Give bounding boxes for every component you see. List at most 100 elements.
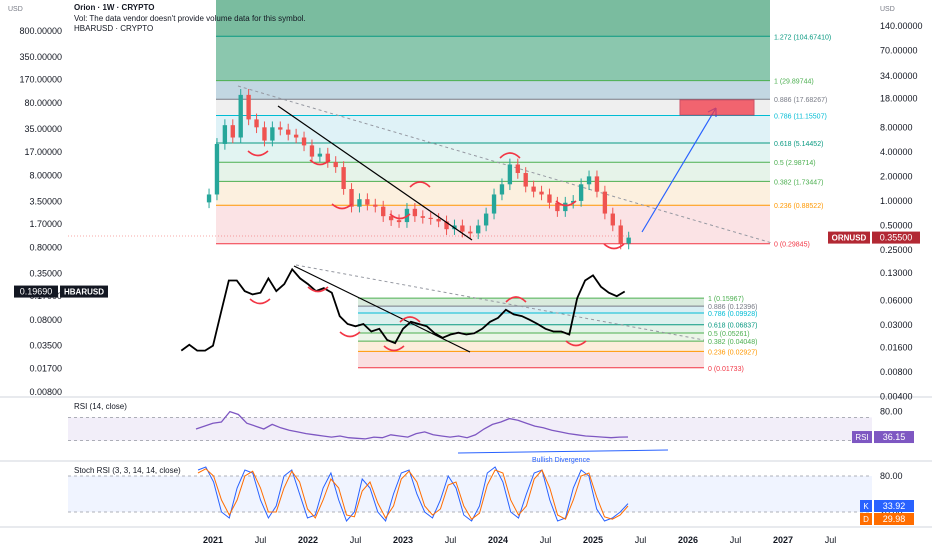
candle	[206, 194, 212, 203]
trendline-orn	[277, 105, 473, 241]
fib-zone	[216, 181, 770, 206]
swing-arc	[249, 298, 271, 305]
candle	[602, 191, 608, 214]
rsi-axis-tick: 80.00	[880, 407, 903, 417]
stoch-title: Stoch RSI (3, 3, 14, 14, close)	[74, 466, 181, 475]
candle	[278, 127, 283, 130]
x-axis-tick: 2024	[488, 535, 508, 545]
left-axis-tick: 8.00000	[29, 170, 62, 180]
fib-level-label: 0.618 (0.06837)	[708, 323, 757, 330]
swing-arc	[555, 200, 577, 207]
candle	[388, 216, 394, 221]
x-axis-tick: 2022	[298, 535, 318, 545]
hbar-name-badge	[60, 285, 108, 298]
x-axis-tick: Jul	[730, 535, 742, 545]
candle	[238, 94, 243, 138]
swing-arc	[603, 243, 625, 250]
rsi-name-badge	[852, 431, 872, 444]
stoch-name-label: D	[863, 515, 869, 524]
candle	[618, 225, 623, 244]
fib-level-label: 0.618 (5.14452)	[774, 141, 823, 148]
candle	[373, 204, 378, 207]
hbar-series-line	[180, 267, 626, 352]
candle	[341, 167, 346, 190]
candle	[531, 186, 536, 192]
candle	[325, 153, 330, 163]
candle	[444, 221, 449, 230]
x-axis-tick: 2021	[203, 535, 223, 545]
orn-price-badge	[872, 231, 920, 244]
swing-arc	[389, 213, 411, 220]
swing-arc	[505, 296, 527, 303]
fib-zone-above-1272	[216, 0, 770, 37]
right-axis-tick: 8.00000	[880, 122, 913, 132]
fib-zone	[358, 324, 704, 333]
rsi-title: RSI (14, close)	[74, 402, 127, 411]
left-axis-tick: 17.00000	[24, 147, 62, 157]
fib-zone	[216, 99, 770, 116]
candle	[563, 202, 568, 212]
right-axis-tick: 0.13000	[880, 268, 913, 278]
x-axis-tick: 2026	[678, 535, 698, 545]
candle	[515, 164, 520, 174]
swing-arc	[383, 345, 405, 352]
fib-zone	[216, 115, 770, 143]
candle	[214, 143, 220, 195]
candle	[594, 176, 600, 192]
hbar-price-label: 0.19690	[20, 287, 53, 297]
candle	[309, 145, 315, 157]
orn-name-badge	[828, 231, 870, 244]
x-axis-tick: Jul	[445, 535, 457, 545]
left-axis-tick: 0.80000	[29, 243, 62, 253]
stoch-value-badge	[874, 500, 914, 512]
candle	[547, 194, 552, 203]
fib-zone	[358, 298, 704, 307]
x-axis-tick: Jul	[825, 535, 837, 545]
x-axis-tick: 2023	[393, 535, 413, 545]
swing-arc	[565, 340, 587, 347]
left-axis-tick: 0.08000	[29, 315, 62, 325]
fib-zone	[358, 313, 704, 325]
stoch-value-label: 33.92	[883, 501, 906, 511]
fib-zone	[216, 80, 770, 100]
right-axis-tick: 70.00000	[880, 46, 918, 56]
fib-level-label: 0 (0.29845)	[774, 242, 810, 249]
candle	[357, 199, 362, 207]
fib-zone	[216, 162, 770, 182]
fib-zone	[358, 351, 704, 368]
swing-arc	[247, 150, 269, 157]
swing-arc	[339, 331, 361, 338]
left-axis-tick: 170.00000	[19, 75, 62, 85]
candle	[333, 162, 338, 168]
candle	[483, 213, 489, 226]
x-axis-tick: Jul	[635, 535, 647, 545]
left-axis-tick: 3.50000	[29, 196, 62, 206]
fib-level-label: 0.5 (2.98714)	[774, 160, 816, 167]
candle	[610, 213, 615, 226]
swing-arc	[409, 181, 431, 188]
fib-level-label: 0.5 (0.05261)	[708, 331, 750, 338]
candle	[571, 200, 576, 203]
stoch-band	[68, 476, 872, 512]
left-axis-tick: 80.00000	[24, 98, 62, 108]
right-axis-tick: 0.50000	[880, 220, 913, 230]
candle	[349, 189, 354, 207]
left-axis-tick: 35.00000	[24, 124, 62, 134]
fib-level-label: 0.886 (17.68267)	[774, 97, 827, 104]
fib-zone	[358, 332, 704, 342]
candle	[396, 220, 402, 223]
candle	[555, 202, 560, 212]
fib-level-label: 0.382 (1.73447)	[774, 179, 823, 186]
swing-arc	[499, 152, 521, 159]
x-axis-tick: Jul	[350, 535, 362, 545]
volume-note: Vol: The data vendor doesn't provide vol…	[74, 14, 306, 23]
candle	[412, 208, 418, 217]
candle	[507, 164, 513, 185]
candle	[428, 217, 433, 220]
trendline-hbar	[293, 265, 471, 353]
left-currency-label: USD	[8, 6, 23, 13]
stoch-name-label: K	[863, 502, 869, 511]
candle	[246, 94, 251, 120]
fib-level-label: 0.236 (0.88522)	[774, 203, 823, 210]
